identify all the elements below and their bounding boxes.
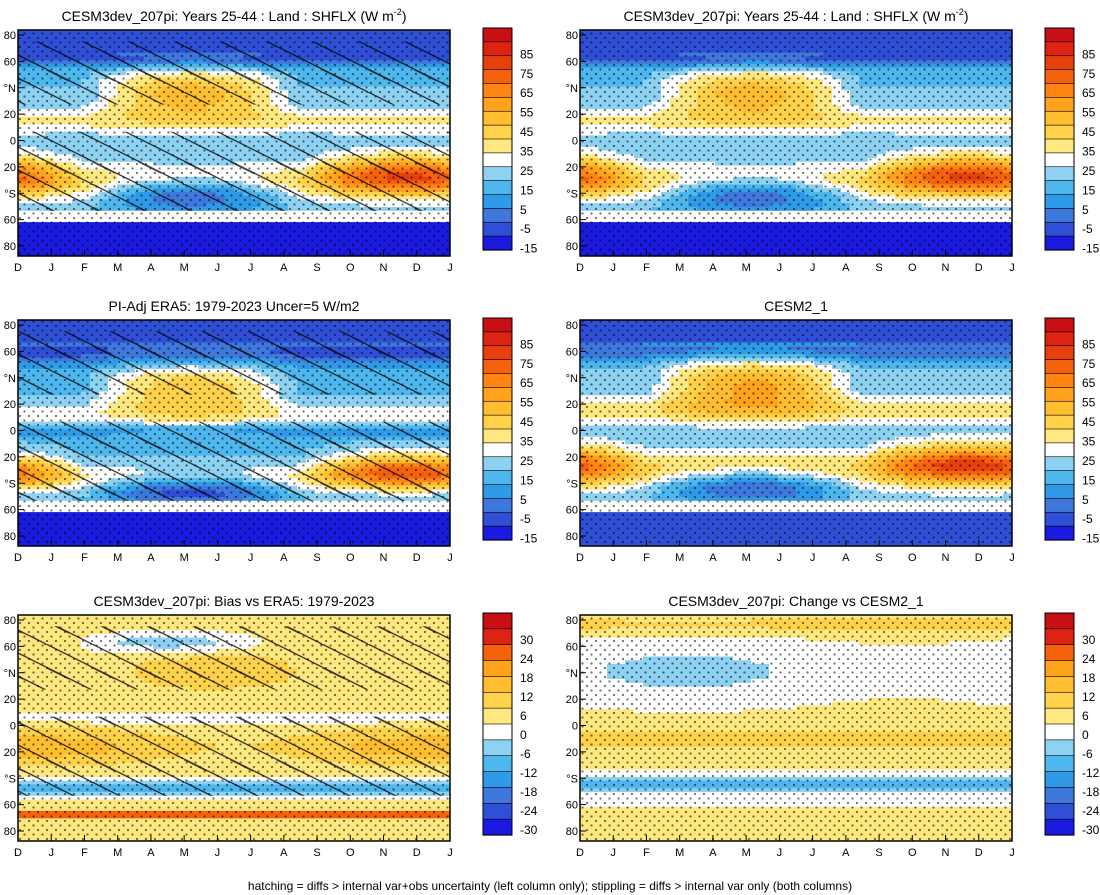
x-tick-label: A: [147, 262, 155, 274]
hatch-overlay: [18, 131, 450, 211]
x-tick-label: J: [48, 262, 54, 274]
colorbar-cell: [482, 110, 513, 126]
colorbar-label: 45: [520, 125, 534, 139]
chart-title: CESM3dev_207pi: Years 25-44 : Land : SHF…: [62, 7, 407, 24]
x-tick-label: D: [14, 262, 22, 274]
colorbar-label: 85: [520, 47, 534, 61]
y-tick-label: 20: [4, 162, 16, 174]
colorbar-label: 35: [520, 144, 534, 158]
colorbar-label: 75: [520, 67, 534, 81]
chart-panel-1: CESM3dev_207pi: Years 25-44 : Land : SHF…: [4, 7, 538, 274]
colorbar-cell: [482, 208, 513, 223]
y-tick-label: 20: [4, 109, 16, 121]
colorbar-cell: [482, 55, 513, 71]
y-tick-label: 60: [4, 56, 16, 68]
chart-panel-2: CESM3dev_207pi: Years 25-44 : Land : SHF…: [566, 7, 1100, 274]
x-tick-label: M: [180, 262, 189, 274]
x-tick-label: O: [346, 262, 355, 274]
colorbar-cell: [482, 41, 513, 57]
x-tick-label: J: [248, 262, 254, 274]
colorbar-label: 15: [520, 183, 534, 197]
y-tick-label: 80: [4, 241, 16, 253]
colorbar-label: 5: [520, 203, 527, 217]
y-tick-label: °N: [4, 83, 16, 95]
colorbar-cell: [482, 97, 513, 112]
x-tick-label: F: [81, 262, 88, 274]
colorbar-cell: [482, 166, 513, 182]
colorbar-cell: [482, 69, 513, 85]
x-tick-label: S: [313, 262, 320, 274]
colorbar-label: 25: [520, 164, 534, 178]
y-tick-label: °S: [4, 188, 16, 200]
x-tick-label: J: [215, 262, 221, 274]
colorbar-label: 55: [520, 106, 534, 120]
y-tick-label: 80: [4, 30, 16, 42]
y-tick-label: 0: [10, 136, 16, 148]
colorbar-cell: [482, 138, 513, 154]
colorbar-label: -5: [520, 222, 531, 236]
colorbar-cell: [482, 180, 513, 196]
x-tick-label: D: [413, 262, 421, 274]
colorbar-label: -15: [520, 242, 538, 256]
colorbar-cell: [482, 152, 513, 168]
colorbar-cell: [482, 221, 513, 237]
title-superscript: -2: [394, 7, 402, 17]
x-tick-label: M: [113, 262, 122, 274]
colorbar-cell: [482, 27, 513, 43]
colorbar-cell: [482, 83, 513, 98]
hatch-overlay: [18, 41, 450, 105]
title-suffix: ): [402, 8, 407, 24]
colorbar-cell: [482, 124, 513, 140]
colorbar-cell: [482, 194, 513, 209]
x-tick-label: J: [447, 262, 453, 274]
x-tick-label: N: [380, 262, 388, 274]
x-tick-label: A: [280, 262, 288, 274]
y-tick-label: 60: [4, 215, 16, 227]
colorbar-cell: [482, 235, 513, 251]
colorbar-label: 65: [520, 86, 534, 100]
